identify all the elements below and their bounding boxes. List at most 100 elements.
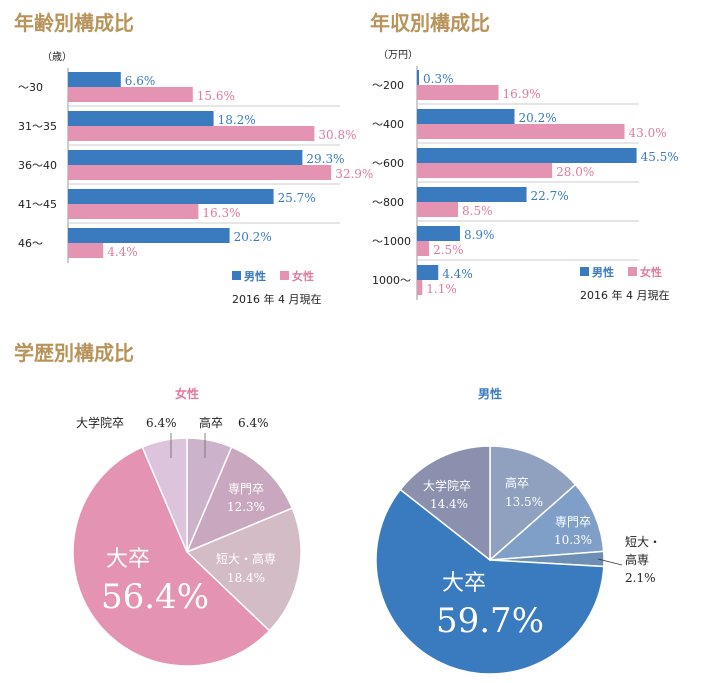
category-label: 41～45 (18, 198, 57, 211)
bar-female (68, 126, 315, 141)
bar-label-female: 15.6% (197, 89, 235, 103)
bar-male (417, 226, 460, 241)
bar-label-male: 29.3% (306, 152, 344, 166)
bar-label-female: 32.9% (335, 167, 373, 181)
bar-female (68, 243, 104, 258)
slice-value-label: 59.7% (436, 601, 544, 641)
slice-name-label: 専門卒 (228, 482, 264, 496)
bar-male (417, 109, 515, 124)
legend-label-female: 女性 (640, 265, 662, 279)
bar-label-female: 4.4% (107, 245, 138, 259)
bar-label-male: 22.7% (531, 189, 569, 203)
education-section-title: 学歴別構成比 (14, 341, 134, 365)
bar-label-female: 43.0% (629, 126, 667, 140)
legend-label-male: 男性 (244, 269, 266, 283)
category-label: ～1000 (372, 235, 411, 248)
bar-label-male: 4.4% (442, 267, 473, 281)
pie-slice (185, 446, 294, 554)
slice-value-label: 56.4% (101, 577, 209, 617)
bar-label-female: 16.3% (202, 206, 240, 220)
bar-label-female: 30.8% (318, 128, 356, 142)
pie-slice (141, 437, 188, 553)
pie-slice (489, 445, 577, 562)
slice-value-label: 2.1% (625, 571, 656, 585)
income-section-title: 年収別構成比 (370, 11, 490, 35)
bar-female (68, 87, 193, 102)
slice-value-label: 13.5% (505, 495, 543, 509)
slice-value-label: 18.4% (227, 571, 265, 585)
bar-label-male: 20.2% (234, 230, 272, 244)
bar-male (68, 150, 303, 165)
legend-swatch-male (232, 271, 241, 280)
bar-label-female: 8.5% (462, 204, 493, 218)
age-bar-chart: （歳） ～30 6.6% 15.6% 31～35 18.2% 30.8% 36～40 29.3%… (18, 51, 373, 306)
bar-female (417, 124, 625, 139)
bar-label-female: 28.0% (556, 165, 594, 179)
pie-slice (72, 446, 271, 667)
category-label: ～400 (372, 118, 404, 131)
bar-male (417, 148, 637, 163)
bar-female (417, 202, 459, 217)
legend-swatch-female (280, 271, 289, 280)
pie-title: 女性 (175, 386, 199, 401)
slice-value-label: 6.4% (238, 416, 269, 430)
legend-swatch-male (580, 267, 589, 276)
slice-name-label: 高卒 (505, 475, 529, 490)
pie-slice (399, 445, 491, 562)
bar-female (68, 165, 332, 180)
slice-name-label: 短大・ (625, 535, 661, 549)
date-note: 2016 年 4 月現在 (580, 288, 669, 302)
bar-male (68, 189, 274, 204)
bar-female (417, 85, 499, 100)
slice-name-label: 大卒 (442, 571, 486, 596)
category-label: 1000～ (372, 274, 411, 287)
slice-name-label: 大学院卒 (76, 415, 124, 430)
bar-label-female: 2.5% (433, 243, 464, 257)
bar-male (68, 72, 121, 87)
slice-name-label: 大卒 (106, 547, 150, 572)
bar-male (68, 228, 230, 243)
bar-male (417, 265, 439, 280)
category-label: 46～ (18, 237, 43, 250)
bar-male (417, 70, 419, 85)
unit-label: （万円） (378, 49, 418, 61)
legend-swatch-female (628, 267, 637, 276)
pie-slice (487, 483, 605, 561)
unit-label: （歳） (42, 51, 72, 63)
category-label: ～200 (372, 79, 404, 92)
legend-label-male: 男性 (592, 265, 614, 279)
bar-label-male: 25.7% (278, 191, 316, 205)
pie-slice (185, 507, 302, 632)
bar-male (417, 187, 527, 202)
category-label: ～800 (372, 196, 404, 209)
category-label: 31～35 (18, 120, 57, 133)
slice-value-label: 12.3% (227, 500, 265, 514)
bar-label-male: 20.2% (518, 111, 556, 125)
bar-label-female: 16.9% (503, 87, 541, 101)
slice-name-label: 専門卒 (555, 515, 591, 529)
bar-label-male: 45.5% (641, 150, 679, 164)
slice-name-label: 大学院卒 (423, 478, 471, 493)
bar-label-female: 1.1% (426, 282, 457, 296)
slice-value-label: 6.4% (146, 416, 177, 430)
bar-label-male: 8.9% (464, 228, 495, 242)
bar-label-male: 18.2% (218, 113, 256, 127)
leader-line (597, 558, 623, 566)
bar-female (417, 241, 430, 256)
slice-value-label: 10.3% (554, 533, 592, 547)
age-section-title: 年齢別構成比 (14, 11, 134, 35)
slice-name-label: 高専 (625, 552, 649, 567)
bar-male (68, 111, 214, 126)
legend-label-female: 女性 (292, 269, 314, 283)
bar-female (68, 204, 199, 219)
slice-value-label: 14.4% (430, 497, 468, 511)
bar-female (417, 163, 553, 178)
income-bar-chart: （万円） ～200 0.3% 16.9% ～400 20.2% 43.0% ～600 45.5%… (372, 49, 679, 302)
pie-slice (375, 488, 605, 675)
slice-name-label: 短大・高専 (216, 551, 276, 566)
date-note: 2016 年 4 月現在 (232, 292, 321, 306)
pie-title: 男性 (478, 386, 502, 401)
bar-label-male: 6.6% (125, 74, 156, 88)
